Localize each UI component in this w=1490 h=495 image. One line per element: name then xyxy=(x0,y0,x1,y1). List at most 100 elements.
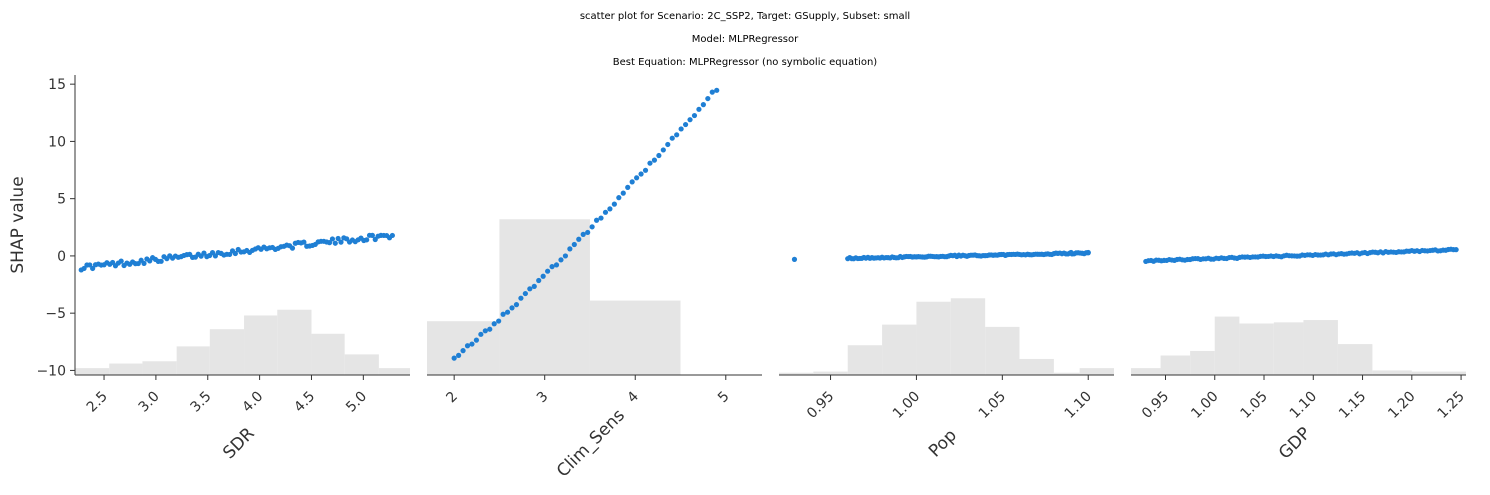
scatter-point xyxy=(638,171,644,177)
hist-bar xyxy=(1273,322,1304,375)
scatter-point xyxy=(580,231,586,237)
scatter-point xyxy=(598,215,604,221)
scatter-point xyxy=(607,206,613,212)
scatter-point xyxy=(593,217,600,223)
x-tick-label: 4.0 xyxy=(239,389,266,416)
scatter-point xyxy=(687,117,693,123)
x-tick-label: 1.10 xyxy=(1287,389,1320,422)
x-tick-label: 1.20 xyxy=(1385,389,1418,422)
panels-group: 2.5 3.0 3.5 4.0 4.5 5.0 SDR 15 10 5 0 −5 −10 SHAP val… xyxy=(8,75,1468,481)
hist-bar xyxy=(985,326,1020,375)
x-tick-label: 5.0 xyxy=(343,389,370,416)
x-tick-label: 4.5 xyxy=(291,389,318,416)
scatter-point xyxy=(518,295,524,301)
scatter-point xyxy=(504,309,511,315)
x-tick-label: 2.5 xyxy=(84,389,111,416)
scatter-point xyxy=(642,167,649,173)
scatter-point xyxy=(513,302,520,308)
scatter-point xyxy=(625,184,631,190)
scatter-point xyxy=(571,241,577,248)
hist-bar xyxy=(779,372,814,375)
y-tick-label: −10 xyxy=(36,363,66,379)
scatter-point xyxy=(329,236,336,242)
panel-sdr: 2.5 3.0 3.5 4.0 4.5 5.0 SDR 15 10 5 0 −5 −10 SHAP val… xyxy=(8,75,410,463)
scatter-point xyxy=(87,262,93,268)
scatter-point xyxy=(576,236,582,242)
scatter-point xyxy=(656,152,662,159)
x-tick-label: 4 xyxy=(624,388,642,406)
scatter-point xyxy=(674,132,680,138)
scatter-point xyxy=(227,251,233,258)
scatter-point xyxy=(1085,249,1091,256)
hist-bar xyxy=(1372,370,1412,375)
x-tick-label: 0.95 xyxy=(1139,389,1172,422)
x-axis-label: Clim_Sens xyxy=(553,405,629,481)
scatter-point xyxy=(562,253,569,259)
scatter-point xyxy=(456,352,462,358)
scatter-point xyxy=(714,87,720,93)
hist-bar xyxy=(378,368,410,375)
scatter-point xyxy=(464,343,471,349)
x-tick-label: 1.05 xyxy=(976,389,1009,422)
hist-bar xyxy=(311,333,345,375)
scatter-point xyxy=(364,237,370,243)
scatter-point xyxy=(158,258,164,264)
y-axis-label: SHAP value xyxy=(8,176,28,273)
scatter-point xyxy=(531,283,537,289)
x-tick-label: 3 xyxy=(534,389,552,407)
scatter-point xyxy=(527,286,533,292)
scatter-point xyxy=(469,341,475,347)
scatter-point xyxy=(678,126,684,132)
scatter-point xyxy=(553,262,560,268)
scatter-point xyxy=(460,348,466,354)
x-tick-label: 3.0 xyxy=(136,389,163,416)
hist-bar xyxy=(209,329,245,375)
hist-bar xyxy=(1190,350,1215,375)
hist-bar xyxy=(589,300,681,375)
panel-gdp: 0.95 1.00 1.05 1.10 1.15 1.20 1.25 GDP xyxy=(1131,246,1468,463)
hist-bar xyxy=(499,219,590,375)
hist-bar xyxy=(176,346,210,375)
y-tick-label: 5 xyxy=(57,192,66,208)
scatter-point xyxy=(585,229,591,236)
scatter-point xyxy=(1068,249,1074,256)
panel-pop: 0.95 1.00 1.05 1.10 Pop xyxy=(779,249,1114,461)
x-tick-label: 3.5 xyxy=(188,389,215,416)
hist-bar xyxy=(1160,355,1191,375)
x-tick-label: 1.00 xyxy=(890,389,923,422)
scatter-point xyxy=(536,277,542,284)
scatter-point xyxy=(482,328,488,334)
scatter-point xyxy=(478,331,484,337)
scatter-point xyxy=(326,240,333,246)
hist-bar xyxy=(75,368,110,375)
scatter-point xyxy=(709,89,715,95)
scatter-point xyxy=(389,232,395,239)
x-axis-label: GDP xyxy=(1275,423,1315,463)
x-tick-label: 2 xyxy=(443,389,461,407)
scatter-point xyxy=(705,95,711,102)
y-tick-label: −5 xyxy=(45,306,66,322)
scatter-point xyxy=(338,239,344,245)
scatter-point xyxy=(232,250,238,257)
scatter-point xyxy=(791,256,798,262)
x-tick-label: 1.00 xyxy=(1188,389,1221,422)
figure-title-line-2: Model: MLPRegressor xyxy=(692,34,799,45)
scatter-point xyxy=(700,102,706,108)
y-tick-label: 15 xyxy=(48,77,66,93)
x-tick-label: 1.15 xyxy=(1336,389,1369,422)
scatter-point xyxy=(500,311,506,317)
hist-bar xyxy=(1337,344,1373,375)
scatter-point xyxy=(491,321,497,327)
scatter-point xyxy=(496,318,502,324)
scatter-point xyxy=(141,260,147,267)
scatter-point xyxy=(616,195,622,201)
scatter-point xyxy=(669,135,675,141)
hist-bar xyxy=(1214,316,1240,375)
scatter-point xyxy=(696,106,702,112)
scatter-point xyxy=(567,246,573,252)
scatter-point xyxy=(634,175,640,181)
scatter-point xyxy=(545,268,551,274)
scatter-point xyxy=(558,257,564,263)
hist-bar xyxy=(882,324,917,375)
scatter-point xyxy=(647,160,653,166)
